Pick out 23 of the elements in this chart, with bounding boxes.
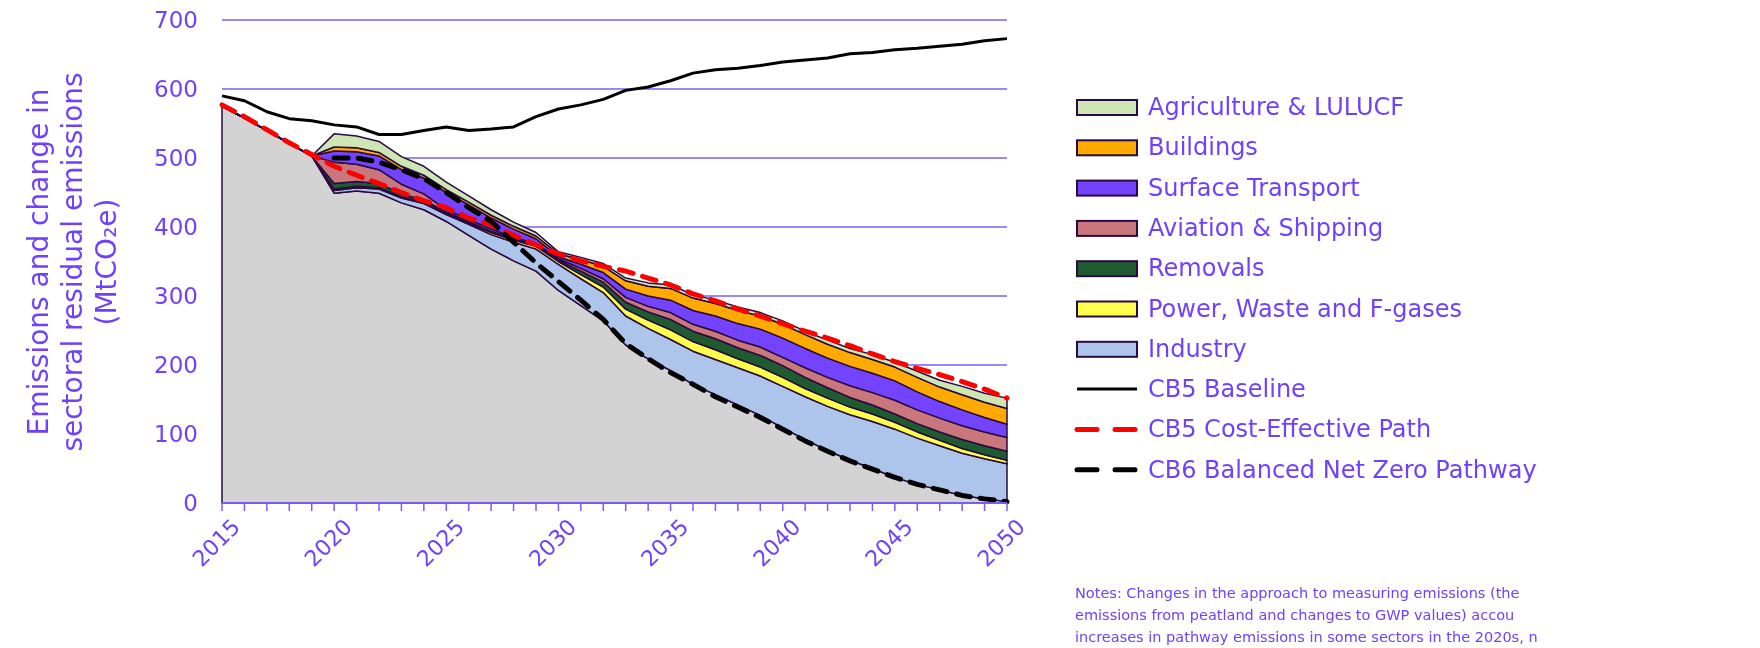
y-tick-label: 600 xyxy=(154,76,198,102)
legend-label: CB5 Cost-Effective Path xyxy=(1148,415,1432,444)
legend-label: Agriculture & LULUCF xyxy=(1148,93,1405,121)
y-tick-label: 200 xyxy=(154,352,198,378)
legend-label: Removals xyxy=(1148,254,1265,283)
text: increases in pathway emissions in some sectors in the 2020s, n xyxy=(1075,629,1538,645)
y-tick-label: 0 xyxy=(183,490,198,516)
legend-label: Industry xyxy=(1148,334,1247,363)
y-tick-label: 700 xyxy=(154,7,198,33)
y-tick-label: 400 xyxy=(154,214,198,240)
line-series xyxy=(220,37,1009,137)
y-tick-label: 100 xyxy=(154,421,198,447)
legend-label: Surface Transport xyxy=(1148,173,1360,202)
y-tick-label: 300 xyxy=(154,283,198,309)
legend-label: CB6 Balanced Net Zero Pathway xyxy=(1148,455,1537,484)
y-tick-label: 500 xyxy=(154,145,198,171)
legend-label: Power, Waste and F-gases xyxy=(1148,294,1462,323)
legend-label: Aviation & Shipping xyxy=(1148,213,1384,242)
text: Notes: Changes in the approach to measuring emissions (the xyxy=(1075,585,1520,601)
legend-label: CB5 Baseline xyxy=(1148,375,1306,404)
text: emissions from peatland and changes to GWP values) accou xyxy=(1075,607,1515,623)
legend-label: Buildings xyxy=(1148,133,1258,162)
y-axis-title: Emissions and change in sectoral residual emissions (MtCO₂e) xyxy=(22,72,123,452)
